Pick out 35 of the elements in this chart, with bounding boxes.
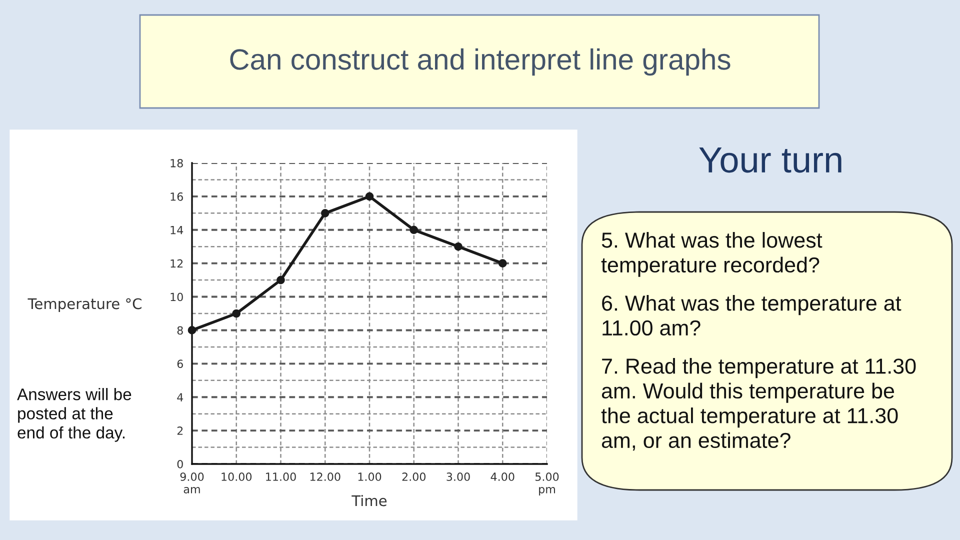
- y-tick-label: 6: [177, 360, 183, 368]
- x-tick-label: 9.00 am: [180, 472, 204, 494]
- x-tick-label: 10.00: [222, 472, 252, 481]
- x-tick-label: 2.00: [402, 472, 426, 481]
- x-axis-title: Time: [352, 494, 387, 506]
- point: [498, 259, 507, 268]
- text: Answers will be posted at the end of the day.: [17, 388, 132, 442]
- text: 6. What was the temperature at 11.00 am?: [602, 295, 902, 336]
- y-tick-label: 10: [170, 292, 183, 302]
- x-tick-label: 3.00: [446, 472, 470, 481]
- y-axis-title: Temperature °C: [28, 298, 142, 312]
- x-tick-label: 11.00: [266, 472, 296, 481]
- x-tick-label: 12.00: [310, 472, 340, 481]
- x-tick-label: 1.00: [358, 472, 382, 481]
- point: [276, 276, 285, 284]
- y-tick-label: 12: [170, 259, 183, 268]
- point: [454, 242, 462, 251]
- chart-title: Can construct and interpret line graphs: [230, 48, 730, 76]
- text: 7. Read the temperature at 11.30 am. Would this temperature be the actual temperature at 11.30 am, or an estimate?: [601, 358, 916, 451]
- x-tick-label: 4.00: [490, 472, 514, 481]
- y-tick-label: 14: [170, 226, 184, 234]
- point: [188, 326, 196, 334]
- text: Your turn: [699, 147, 842, 173]
- text: 5. What was the lowest temperature recorded?: [601, 232, 822, 277]
- y-tick-label: 8: [177, 326, 183, 335]
- y-tick-label: 2: [177, 426, 183, 435]
- point: [320, 209, 330, 218]
- point: [365, 192, 374, 201]
- x-tick-label: 5.00 pm: [535, 472, 559, 496]
- point: [410, 226, 418, 234]
- y-tick-label: 16: [170, 192, 183, 201]
- point: [232, 309, 241, 318]
- y-tick-label: 18: [170, 158, 183, 168]
- y-tick-label: 0: [177, 460, 183, 468]
- y-tick-label: 4: [177, 393, 184, 402]
